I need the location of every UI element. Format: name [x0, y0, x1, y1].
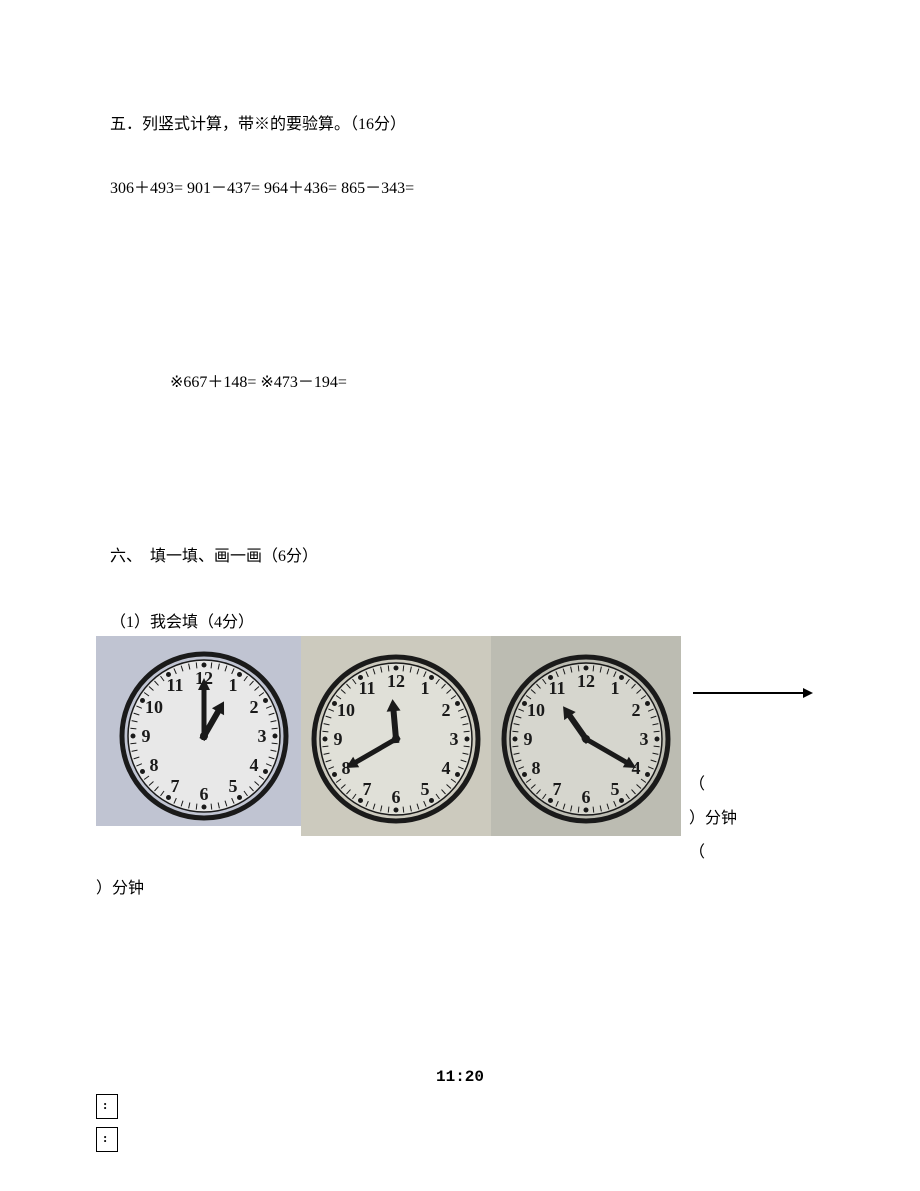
- clock-1: 121234567891011: [96, 636, 301, 826]
- blank-open-1: （: [689, 770, 813, 794]
- svg-text:4: 4: [442, 758, 451, 778]
- svg-text:8: 8: [342, 758, 351, 778]
- svg-text:1: 1: [611, 678, 620, 698]
- svg-text:10: 10: [145, 697, 163, 717]
- svg-text:3: 3: [450, 729, 459, 749]
- svg-text:1: 1: [229, 675, 238, 695]
- svg-text:7: 7: [363, 779, 372, 799]
- time-label: 11:20: [110, 1068, 810, 1086]
- clock-3: 12 12 3 45678 9 1011: [491, 636, 681, 836]
- section-6-sub: （1）我会填（4分）: [110, 608, 810, 632]
- section-5-title: 五．列竖式计算，带※的要验算。（16分）: [110, 110, 810, 134]
- svg-text:3: 3: [640, 729, 649, 749]
- svg-text:6: 6: [582, 787, 591, 807]
- svg-text:1: 1: [421, 678, 430, 698]
- svg-text:8: 8: [150, 755, 159, 775]
- svg-text:2: 2: [250, 697, 259, 717]
- svg-text:11: 11: [358, 678, 375, 698]
- time-box-1: [96, 1094, 118, 1119]
- svg-text:2: 2: [442, 700, 451, 720]
- svg-text:11: 11: [548, 678, 565, 698]
- svg-text:2: 2: [632, 700, 641, 720]
- arrow-icon: [693, 686, 813, 700]
- clock-2: 12 12 3 45678 9 1011: [301, 636, 491, 836]
- svg-text:12: 12: [577, 671, 595, 691]
- svg-text:11: 11: [166, 675, 183, 695]
- svg-text:5: 5: [229, 776, 238, 796]
- svg-text:10: 10: [527, 700, 545, 720]
- svg-text:7: 7: [553, 779, 562, 799]
- svg-text:4: 4: [632, 758, 641, 778]
- svg-text:8: 8: [532, 758, 541, 778]
- svg-text:9: 9: [142, 726, 151, 746]
- svg-text:10: 10: [337, 700, 355, 720]
- svg-text:6: 6: [200, 784, 209, 804]
- blank-close-1: ）分钟: [689, 804, 813, 828]
- svg-text:5: 5: [421, 779, 430, 799]
- section-5-problems-line1: 306＋493= 901－437= 964＋436= 865－343=: [110, 174, 810, 198]
- svg-text:7: 7: [171, 776, 180, 796]
- svg-text:4: 4: [250, 755, 259, 775]
- svg-text:3: 3: [258, 726, 267, 746]
- clocks-row: 121234567891011: [96, 636, 810, 862]
- minutes-suffix: ）分钟: [96, 874, 810, 898]
- section-6-title: 六、 填一填、画一画（6分）: [110, 542, 810, 566]
- section-5-problems-line2: ※667＋148= ※473－194=: [170, 368, 810, 392]
- svg-text:5: 5: [611, 779, 620, 799]
- time-box-2: [96, 1127, 118, 1152]
- svg-text:9: 9: [334, 729, 343, 749]
- svg-text:9: 9: [524, 729, 533, 749]
- svg-text:12: 12: [387, 671, 405, 691]
- svg-text:6: 6: [392, 787, 401, 807]
- blank-open-2: （: [689, 838, 813, 862]
